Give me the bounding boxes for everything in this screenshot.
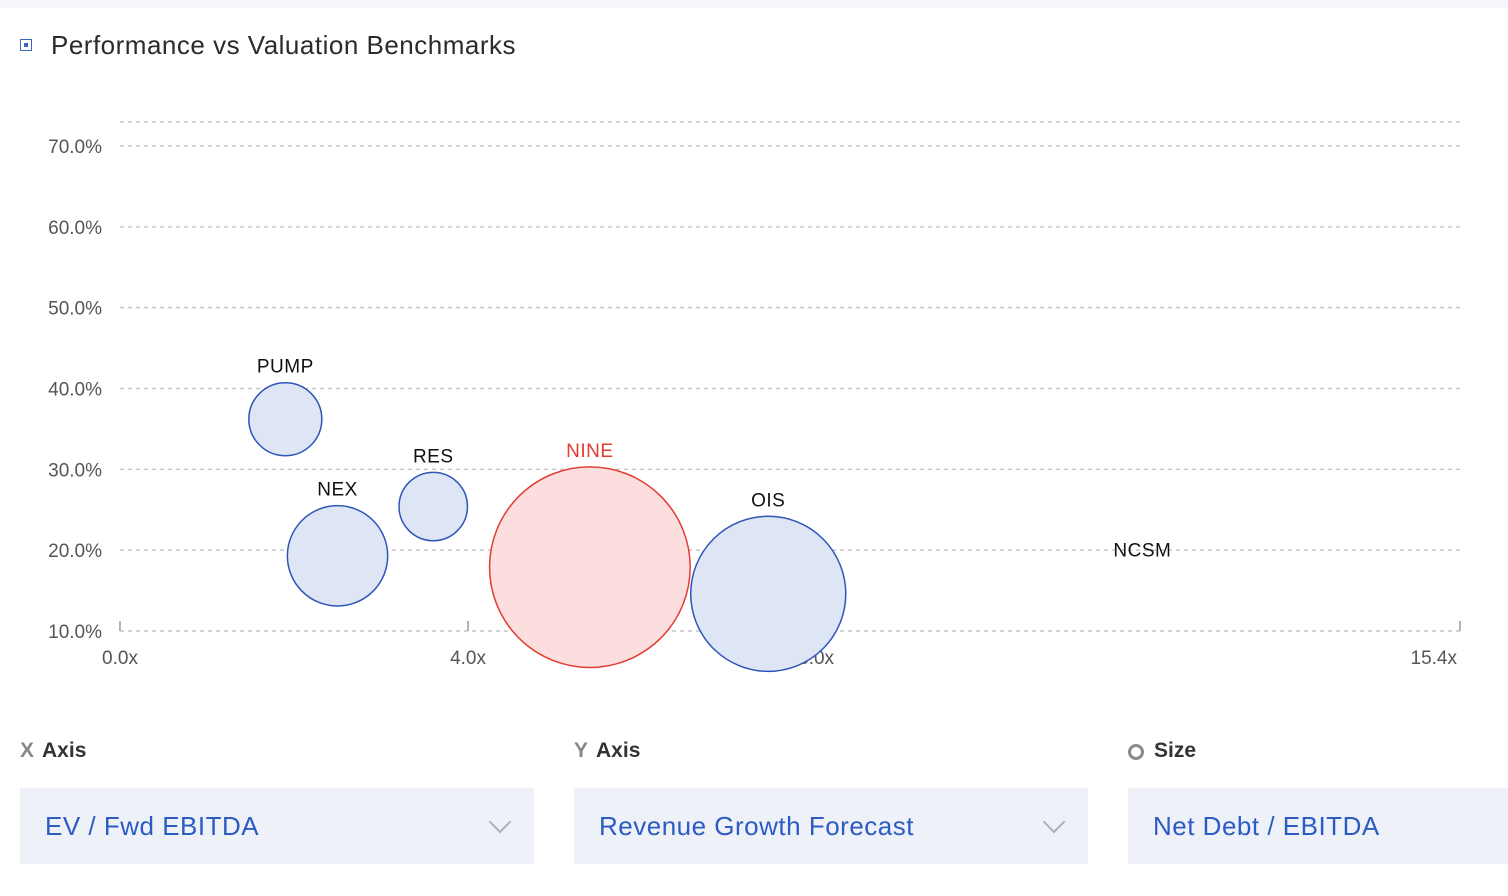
y-tick-label: 70.0% [48, 137, 102, 158]
size-label-text: Size [1154, 739, 1197, 762]
x-tick-label: 15.4x [1411, 648, 1458, 669]
chevron-down-icon [488, 810, 512, 834]
bubble-label-pump: PUMP [257, 357, 314, 378]
chart-header: Performance vs Valuation Benchmarks [20, 28, 516, 62]
x-axis-select[interactable]: EV / Fwd EBITDA [20, 788, 534, 864]
y-tick-label: 60.0% [48, 218, 102, 239]
y-tick-label: 10.0% [48, 622, 102, 643]
size-select-value: Net Debt / EBITDA [1153, 810, 1380, 841]
collapse-icon[interactable] [20, 39, 32, 51]
x-axis-label-text: Axis [42, 739, 87, 762]
size-select[interactable]: Net Debt / EBITDA [1128, 788, 1508, 864]
y-axis-select-value: Revenue Growth Forecast [599, 810, 914, 841]
chart-card [0, 8, 1508, 896]
bubble-label-res: RES [413, 446, 454, 467]
circle-icon [1128, 743, 1144, 760]
y-tick-label: 40.0% [48, 380, 102, 401]
y-tick-label: 50.0% [48, 299, 102, 320]
size-label: Size [1128, 736, 1196, 766]
y-tick-label: 30.0% [48, 460, 102, 481]
bubble-label-ncsm: NCSM [1113, 540, 1171, 561]
bubble-label-nine: NINE [566, 441, 613, 462]
y-tick-label: 20.0% [48, 541, 102, 562]
bubble-ois [689, 515, 847, 673]
y-axis-select[interactable]: Revenue Growth Forecast [574, 788, 1088, 864]
bubble-nine [488, 466, 691, 669]
y-axis-label: Y Axis [574, 736, 640, 766]
bubble-label-ois: OIS [751, 490, 785, 511]
y-axis-label-text: Axis [596, 739, 641, 762]
chart-title: Performance vs Valuation Benchmarks [51, 29, 516, 60]
bubble-res [398, 471, 469, 542]
x-axis-label: X Axis [20, 736, 86, 766]
x-tick-label: 0.0x [102, 648, 138, 669]
x-axis-select-value: EV / Fwd EBITDA [45, 810, 260, 841]
x-axis-prefix: X [20, 739, 35, 762]
x-tick-label: 4.0x [450, 648, 486, 669]
bubble-nex [286, 504, 389, 607]
bubble-chart: 10.0% 20.0% 30.0% 40.0% 50.0% 60.0% 70.0% 0.0x 4… [48, 121, 1461, 673]
bubble-pump [248, 381, 323, 457]
bubble-label-nex: NEX [317, 480, 358, 501]
chevron-down-icon [1042, 810, 1066, 834]
y-axis-prefix: Y [574, 739, 589, 762]
